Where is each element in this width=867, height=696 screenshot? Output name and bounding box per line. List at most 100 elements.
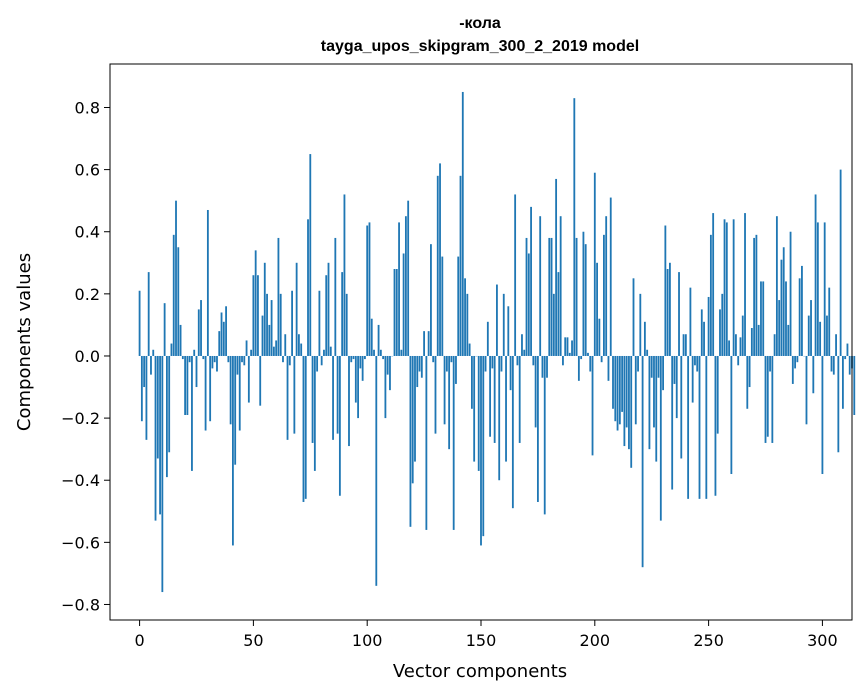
- bar-98: [361, 355, 364, 381]
- bar-125: [423, 331, 426, 356]
- bar-229: [659, 355, 662, 521]
- bar-60: [275, 340, 278, 356]
- bar-161: [505, 355, 507, 462]
- bar-63: [282, 355, 284, 363]
- bar-280: [775, 216, 778, 356]
- bar-48: [247, 355, 250, 403]
- bar-38: [225, 306, 227, 356]
- bar-289: [796, 355, 799, 363]
- bar-277: [769, 355, 771, 372]
- bar-43: [236, 355, 239, 375]
- bar-85: [332, 355, 334, 440]
- bar-121: [414, 355, 416, 462]
- bar-50: [252, 275, 255, 356]
- bar-310: [844, 355, 847, 360]
- bar-179: [546, 355, 548, 378]
- bar-124: [420, 355, 423, 378]
- bar-62: [279, 293, 282, 356]
- bar-30: [206, 209, 209, 356]
- bar-144: [466, 293, 469, 356]
- bar-70: [298, 334, 300, 356]
- bar-198: [589, 355, 592, 372]
- bar-213: [623, 355, 626, 447]
- bar-205: [605, 216, 608, 356]
- bar-146: [470, 355, 473, 409]
- bar-178: [543, 355, 546, 515]
- bar-188: [566, 337, 569, 356]
- y-tick-label: −0.4: [61, 471, 100, 490]
- bar-162: [507, 306, 510, 356]
- bar-266: [744, 213, 746, 356]
- bar-231: [664, 225, 667, 356]
- bar-230: [662, 355, 664, 391]
- bar-76: [311, 355, 314, 443]
- x-tick-label: 300: [807, 631, 838, 650]
- x-tick-label: 0: [134, 631, 144, 650]
- bar-232: [666, 269, 669, 356]
- bar-72: [302, 355, 305, 502]
- bar-142: [461, 91, 464, 356]
- bar-57: [268, 324, 271, 356]
- bar-96: [357, 355, 359, 419]
- bar-138: [452, 355, 455, 530]
- bar-180: [548, 237, 551, 356]
- bar-112: [393, 269, 396, 356]
- bar-158: [498, 355, 501, 481]
- bar-153: [486, 321, 489, 356]
- bar-251: [709, 234, 712, 356]
- bar-58: [270, 300, 273, 356]
- bar-218: [634, 355, 637, 425]
- bar-136: [448, 355, 451, 450]
- bar-308: [839, 169, 842, 356]
- y-axis-ticks: −0.8 −0.6 −0.4 −0.2 0.0 0.2 0.4 0.6 0.8: [61, 98, 110, 614]
- bar-150: [480, 355, 482, 546]
- bar-186: [562, 355, 564, 366]
- bar-23: [191, 355, 193, 471]
- bar-274: [762, 281, 765, 356]
- bar-182: [552, 293, 555, 356]
- bar-116: [402, 253, 405, 356]
- bar-97: [359, 355, 362, 369]
- bar-41: [232, 355, 234, 546]
- bar-282: [780, 259, 783, 356]
- bar-83: [327, 262, 330, 356]
- bar-40: [229, 355, 232, 425]
- bar-67: [291, 290, 293, 356]
- bar-242: [689, 287, 692, 356]
- bar-216: [630, 355, 633, 468]
- bar-190: [571, 340, 573, 356]
- bar-257: [723, 219, 726, 356]
- bar-102: [370, 318, 373, 356]
- bar-237: [678, 272, 680, 356]
- bar-20: [184, 355, 187, 415]
- bar-24: [193, 349, 196, 356]
- bar-133: [441, 256, 444, 356]
- y-tick-label: 0.2: [75, 285, 100, 304]
- bar-288: [794, 355, 797, 369]
- bar-174: [534, 355, 537, 428]
- bar-195: [582, 231, 585, 356]
- bar-37: [222, 321, 225, 356]
- bar-193: [577, 355, 580, 381]
- bar-290: [798, 278, 801, 356]
- bar-118: [407, 200, 410, 356]
- chart-title: -кола: [459, 15, 501, 32]
- bar-183: [555, 178, 558, 356]
- bar-164: [511, 355, 514, 509]
- bar-114: [398, 222, 400, 356]
- bar-262: [735, 334, 737, 356]
- bar-19: [181, 355, 184, 360]
- bar-68: [293, 355, 296, 434]
- x-tick-label: 200: [580, 631, 611, 650]
- bar-236: [675, 355, 678, 419]
- bar-53: [259, 355, 262, 406]
- bar-234: [671, 355, 674, 490]
- x-tick-label: 250: [693, 631, 724, 650]
- bar-252: [712, 213, 715, 356]
- x-axis-label: Vector components: [393, 661, 567, 682]
- bar-291: [801, 265, 803, 356]
- bar-9: [159, 355, 161, 515]
- bar-119: [409, 355, 412, 527]
- bar-14: [170, 343, 173, 356]
